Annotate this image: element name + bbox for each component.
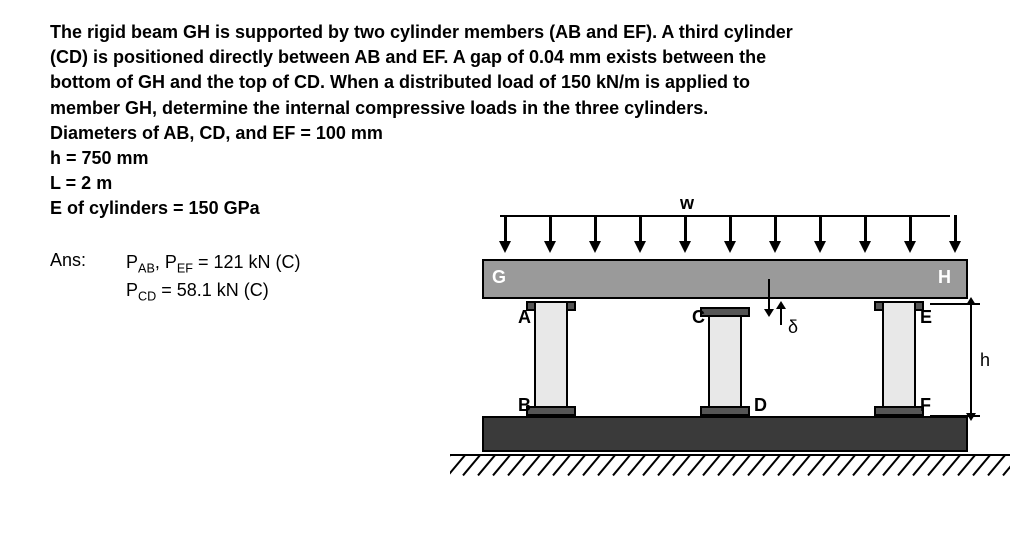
answer-pab-pef: PAB, PEF = 121 kN (C) — [126, 250, 300, 278]
label-b: B — [518, 395, 531, 416]
base-block — [482, 416, 968, 452]
sub-ef: EF — [177, 261, 193, 275]
p-prefix: P — [126, 252, 138, 272]
cylinder-cd — [708, 315, 742, 416]
problem-line: member GH, determine the internal compre… — [50, 96, 950, 121]
figure: w G H A B C D E F δ h — [470, 215, 990, 515]
answer-values: PAB, PEF = 121 kN (C) PCD = 58.1 kN (C) — [126, 250, 300, 306]
gap-arrow-down — [768, 279, 770, 315]
label-e: E — [920, 307, 932, 328]
problem-statement: The rigid beam GH is supported by two cy… — [50, 20, 950, 222]
cap — [700, 406, 750, 416]
sub-cd: CD — [138, 289, 156, 303]
label-d: D — [754, 395, 767, 416]
cylinder-ab — [534, 301, 568, 416]
sub-ab: AB — [138, 261, 155, 275]
beam-gh — [482, 259, 968, 299]
comma: , P — [155, 252, 177, 272]
problem-line: L = 2 m — [50, 171, 950, 196]
load-top-bar — [500, 215, 950, 217]
ground-hatching — [450, 454, 1010, 478]
h-label: h — [980, 350, 990, 371]
h-dimension-arrow — [970, 303, 972, 415]
label-c: C — [692, 307, 705, 328]
val-cd: = 58.1 kN (C) — [156, 280, 269, 300]
cap — [874, 406, 924, 416]
cylinder-ef — [882, 301, 916, 416]
val-abef: = 121 kN (C) — [193, 252, 301, 272]
gap-arrow-up — [780, 307, 782, 325]
problem-line: bottom of GH and the top of CD. When a d… — [50, 70, 950, 95]
load-label-w: w — [680, 193, 694, 214]
p-prefix: P — [126, 280, 138, 300]
label-f: F — [920, 395, 931, 416]
label-a: A — [518, 307, 531, 328]
label-h-beam: H — [938, 267, 951, 288]
problem-line: (CD) is positioned directly between AB a… — [50, 45, 950, 70]
cap — [526, 406, 576, 416]
problem-line: h = 750 mm — [50, 146, 950, 171]
answer-pcd: PCD = 58.1 kN (C) — [126, 278, 300, 306]
delta-label: δ — [788, 317, 798, 338]
label-g: G — [492, 267, 506, 288]
problem-line: The rigid beam GH is supported by two cy… — [50, 20, 950, 45]
problem-line: Diameters of AB, CD, and EF = 100 mm — [50, 121, 950, 146]
answer-label: Ans: — [50, 250, 86, 306]
